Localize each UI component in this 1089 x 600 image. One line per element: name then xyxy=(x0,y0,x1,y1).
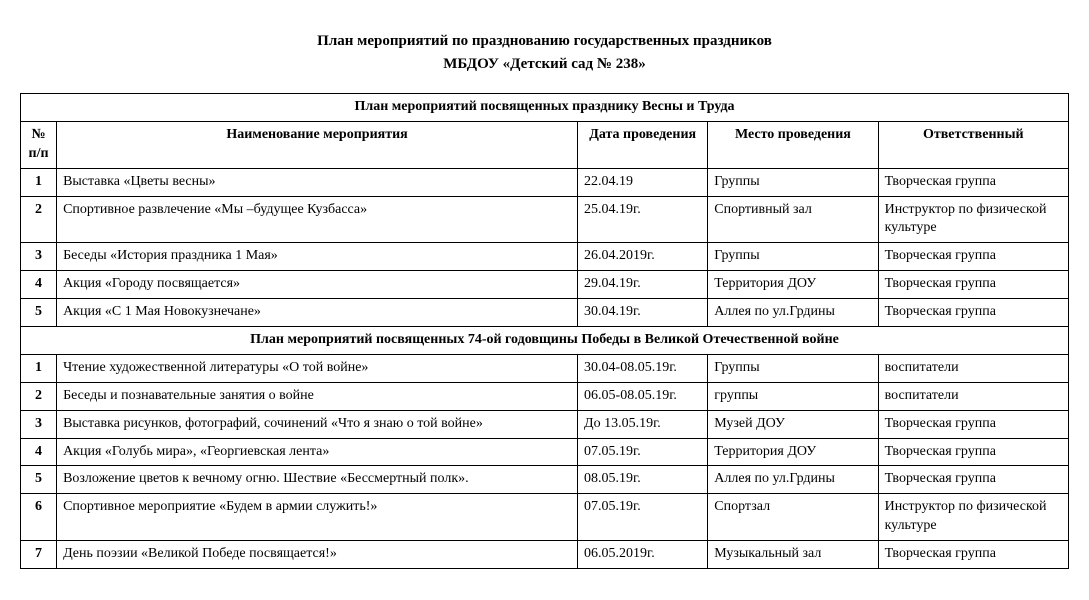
cell-place: Музей ДОУ xyxy=(708,410,878,438)
cell-num: 1 xyxy=(21,168,57,196)
cell-name: День поэзии «Великой Победе посвящается!… xyxy=(57,541,578,569)
cell-num: 3 xyxy=(21,410,57,438)
table-row: 2 Спортивное развлечение «Мы –будущее Ку… xyxy=(21,196,1069,243)
cell-num: 2 xyxy=(21,196,57,243)
table-row: 5 Акция «С 1 Мая Новокузнечане» 30.04.19… xyxy=(21,299,1069,327)
cell-num: 5 xyxy=(21,466,57,494)
col-header-place: Место проведения xyxy=(708,121,878,168)
cell-name: Выставка рисунков, фотографий, сочинений… xyxy=(57,410,578,438)
cell-name: Возложение цветов к вечному огню. Шестви… xyxy=(57,466,578,494)
cell-date: 08.05.19г. xyxy=(578,466,708,494)
cell-name: Спортивное развлечение «Мы –будущее Кузб… xyxy=(57,196,578,243)
events-table: План мероприятий посвященных празднику В… xyxy=(20,93,1069,569)
cell-date: 30.04.19г. xyxy=(578,299,708,327)
cell-date: 07.05.19г. xyxy=(578,438,708,466)
col-header-date: Дата проведения xyxy=(578,121,708,168)
table-row: 4 Акция «Голубь мира», «Георгиевская лен… xyxy=(21,438,1069,466)
cell-resp: Творческая группа xyxy=(878,541,1068,569)
cell-num: 4 xyxy=(21,271,57,299)
cell-num: 5 xyxy=(21,299,57,327)
cell-date: 30.04-08.05.19г. xyxy=(578,354,708,382)
cell-date: 29.04.19г. xyxy=(578,271,708,299)
cell-resp: Творческая группа xyxy=(878,410,1068,438)
cell-place: Аллея по ул.Грдины xyxy=(708,299,878,327)
table-row: 3 Беседы «История праздника 1 Мая» 26.04… xyxy=(21,243,1069,271)
cell-place: Музыкальный зал xyxy=(708,541,878,569)
cell-name: Акция «Голубь мира», «Георгиевская лента… xyxy=(57,438,578,466)
cell-name: Беседы «История праздника 1 Мая» xyxy=(57,243,578,271)
table-row: 6 Спортивное мероприятие «Будем в армии … xyxy=(21,494,1069,541)
cell-resp: Творческая группа xyxy=(878,168,1068,196)
cell-date: 22.04.19 xyxy=(578,168,708,196)
section2-header: План мероприятий посвященных 74-ой годов… xyxy=(21,327,1069,355)
cell-date: До 13.05.19г. xyxy=(578,410,708,438)
cell-resp: Творческая группа xyxy=(878,271,1068,299)
table-row: 5 Возложение цветов к вечному огню. Шест… xyxy=(21,466,1069,494)
table-row: 1 Выставка «Цветы весны» 22.04.19 Группы… xyxy=(21,168,1069,196)
title-line-2: МБДОУ «Детский сад № 238» xyxy=(20,53,1069,76)
cell-resp: Творческая группа xyxy=(878,438,1068,466)
cell-name: Выставка «Цветы весны» xyxy=(57,168,578,196)
cell-name: Акция «Городу посвящается» xyxy=(57,271,578,299)
cell-resp: воспитатели xyxy=(878,354,1068,382)
cell-name: Спортивное мероприятие «Будем в армии сл… xyxy=(57,494,578,541)
table-row: 2 Беседы и познавательные занятия о войн… xyxy=(21,382,1069,410)
cell-name: Беседы и познавательные занятия о войне xyxy=(57,382,578,410)
cell-num: 4 xyxy=(21,438,57,466)
cell-place: Группы xyxy=(708,168,878,196)
cell-resp: Инструктор по физической культуре xyxy=(878,494,1068,541)
table-row: 4 Акция «Городу посвящается» 29.04.19г. … xyxy=(21,271,1069,299)
table-row: 1 Чтение художественной литературы «О то… xyxy=(21,354,1069,382)
title-line-1: План мероприятий по празднованию государ… xyxy=(20,30,1069,53)
table-row: 7 День поэзии «Великой Победе посвящаетс… xyxy=(21,541,1069,569)
cell-num: 7 xyxy=(21,541,57,569)
cell-place: Группы xyxy=(708,354,878,382)
cell-date: 06.05-08.05.19г. xyxy=(578,382,708,410)
cell-num: 2 xyxy=(21,382,57,410)
cell-place: Спортивный зал xyxy=(708,196,878,243)
cell-place: группы xyxy=(708,382,878,410)
cell-resp: воспитатели xyxy=(878,382,1068,410)
cell-date: 26.04.2019г. xyxy=(578,243,708,271)
cell-place: Аллея по ул.Грдины xyxy=(708,466,878,494)
cell-resp: Творческая группа xyxy=(878,299,1068,327)
col-header-name: Наименование мероприятия xyxy=(57,121,578,168)
cell-place: Группы xyxy=(708,243,878,271)
col-header-resp: Ответственный xyxy=(878,121,1068,168)
cell-place: Спортзал xyxy=(708,494,878,541)
cell-date: 06.05.2019г. xyxy=(578,541,708,569)
cell-resp: Инструктор по физической культуре xyxy=(878,196,1068,243)
table-row: 3 Выставка рисунков, фотографий, сочинен… xyxy=(21,410,1069,438)
col-header-num: № п/п xyxy=(21,121,57,168)
column-headers-row: № п/п Наименование мероприятия Дата пров… xyxy=(21,121,1069,168)
cell-num: 6 xyxy=(21,494,57,541)
cell-num: 3 xyxy=(21,243,57,271)
cell-date: 07.05.19г. xyxy=(578,494,708,541)
cell-place: Территория ДОУ xyxy=(708,271,878,299)
cell-date: 25.04.19г. xyxy=(578,196,708,243)
cell-resp: Творческая группа xyxy=(878,243,1068,271)
cell-num: 1 xyxy=(21,354,57,382)
cell-name: Акция «С 1 Мая Новокузнечане» xyxy=(57,299,578,327)
section1-header-row: План мероприятий посвященных празднику В… xyxy=(21,94,1069,122)
cell-place: Территория ДОУ xyxy=(708,438,878,466)
section1-header: План мероприятий посвященных празднику В… xyxy=(21,94,1069,122)
section2-header-row: План мероприятий посвященных 74-ой годов… xyxy=(21,327,1069,355)
cell-name: Чтение художественной литературы «О той … xyxy=(57,354,578,382)
document-title: План мероприятий по празднованию государ… xyxy=(20,30,1069,75)
cell-resp: Творческая группа xyxy=(878,466,1068,494)
